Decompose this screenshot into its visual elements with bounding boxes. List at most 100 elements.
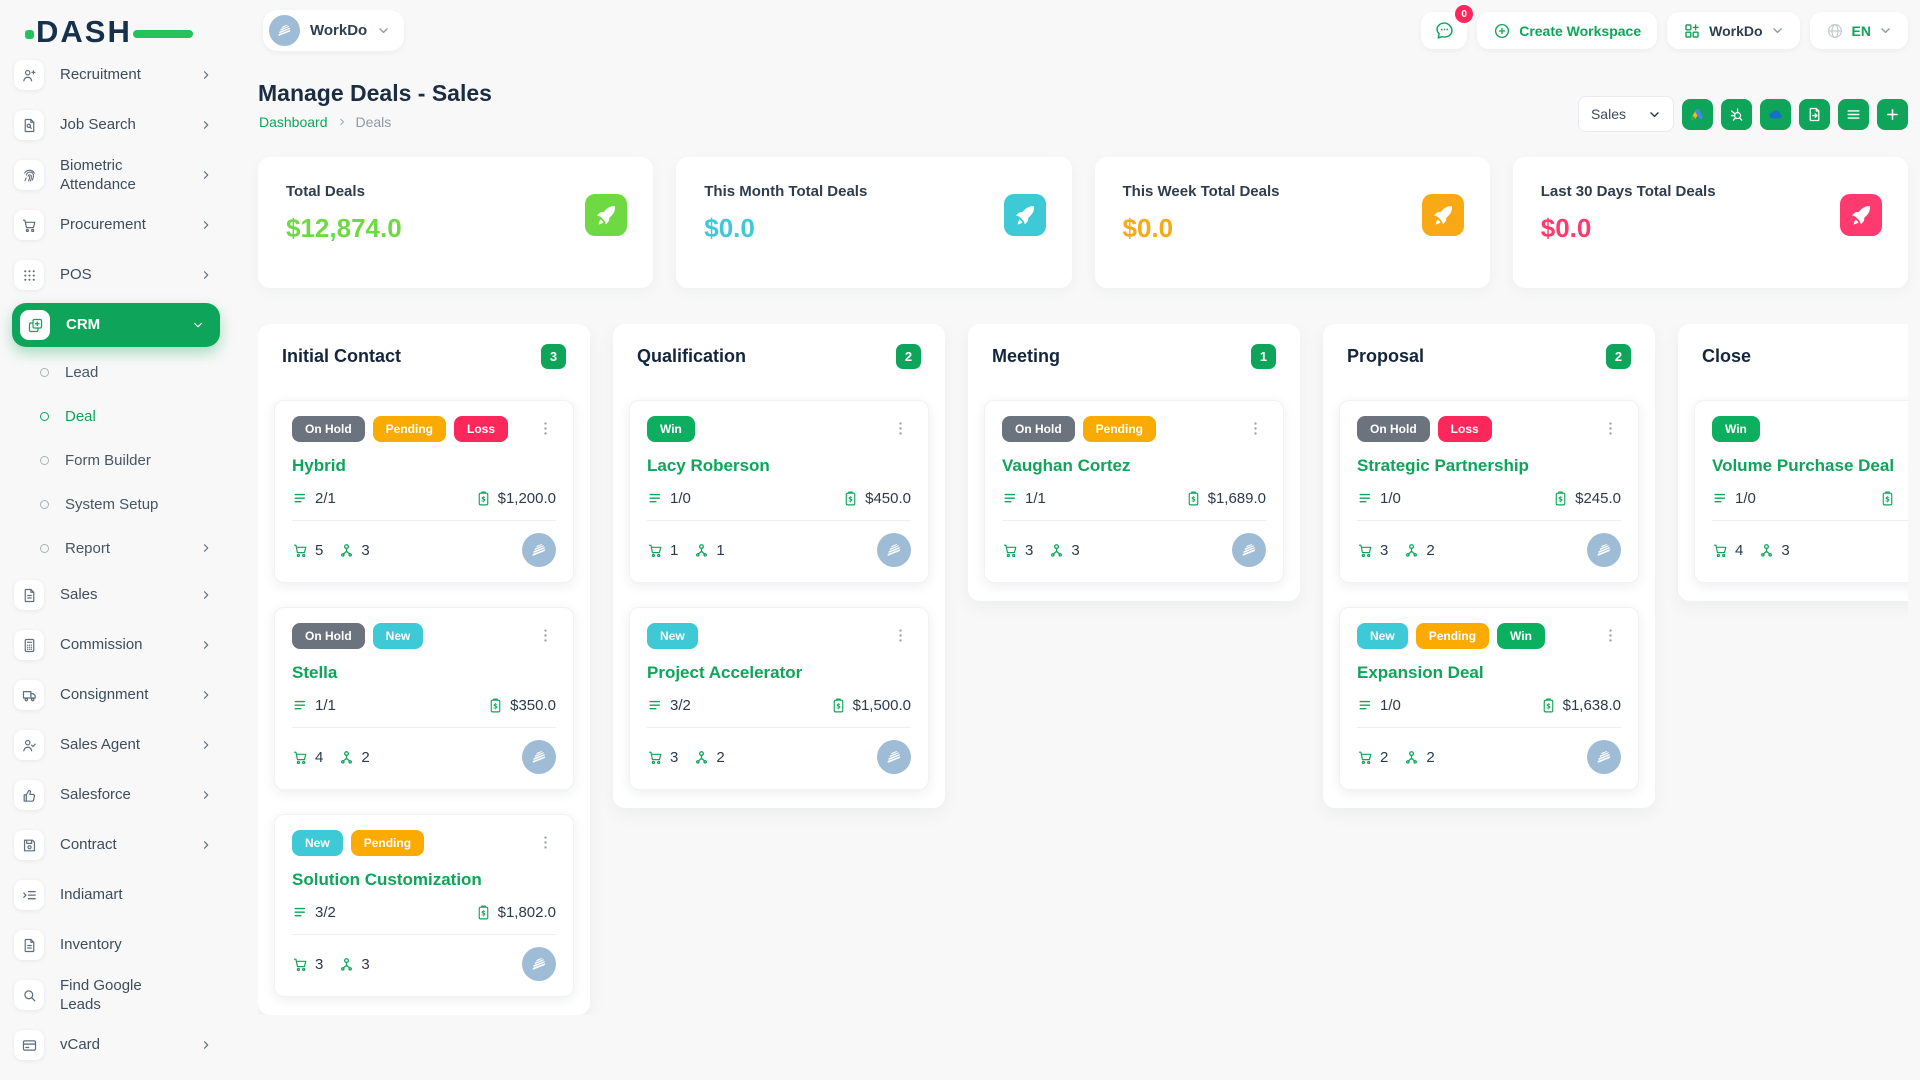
sidebar-item-job-search[interactable]: Job Search [0,100,246,150]
create-workspace-button[interactable]: Create Workspace [1477,12,1658,49]
kebab-menu-button[interactable] [534,830,556,854]
list-arrow-icon [21,887,38,904]
deal-status-badges: Win [647,416,911,442]
deal-card[interactable]: New Pending Solution Customization 3/2 $1,80… [274,814,574,997]
divider [292,520,556,521]
users-metric: 2 [1403,749,1435,766]
bullet-icon [40,455,49,465]
sidebar-item-report[interactable]: Report [0,526,246,570]
kebab-menu-button[interactable] [889,623,911,647]
deal-card[interactable]: On Hold Loss Strategic Partnership 1/0 $245.… [1339,400,1639,583]
column-cards: Win Lacy Roberson 1/0 $450.0 1 1 New Project Ac… [629,400,929,790]
products-count: 4 [1735,541,1744,559]
list-icon [1845,106,1862,123]
amount-metric: $1,200.0 [475,490,556,507]
users-metric: 3 [1048,542,1080,559]
language-button[interactable]: EN [1809,12,1908,49]
status-badge: New [292,830,343,856]
building-icon [884,540,904,560]
sidebar-item-label: Indiamart [60,886,123,904]
users-count: 3 [1781,541,1790,559]
sidebar-item-commission[interactable]: Commission [0,620,246,670]
sidebar-item-lead[interactable]: Lead [0,350,246,394]
deal-card[interactable]: Win Volume Purchase Deal 1/0 4 3 [1694,400,1908,583]
sidebar-item-salesforce[interactable]: Salesforce [0,770,246,820]
chevron-right-icon [200,689,212,701]
sidebar-item-form-builder[interactable]: Form Builder [0,438,246,482]
price-icon [487,697,504,714]
sidebar-item-pos[interactable]: POS [0,250,246,300]
kebab-menu-button[interactable] [534,416,556,440]
kebab-icon [1602,420,1619,437]
cart-icon [292,542,309,559]
column-count-badge: 2 [1606,344,1631,369]
deal-amount: $350.0 [510,697,556,714]
users-metric: 3 [338,956,370,973]
client-avatar [1232,533,1266,567]
kebab-menu-button[interactable] [1599,623,1621,647]
sidebar-item-system-setup[interactable]: System Setup [0,482,246,526]
breadcrumb: Dashboard Deals [259,114,391,130]
sidebar-item-recruitment[interactable]: Recruitment [0,50,246,100]
pipeline-select[interactable]: Sales [1577,96,1674,132]
plus-button[interactable] [1877,98,1908,130]
deal-card[interactable]: On Hold Pending Loss Hybrid 2/1 $1,200.0 5 3 [274,400,574,583]
deal-card[interactable]: On Hold Pending Vaughan Cortez 1/1 $1,689.0 3… [984,400,1284,583]
client-avatar [522,533,556,567]
column-header: Qualification 2 [629,340,929,369]
stat-value: $0.0 [1540,213,1592,243]
tasks-metric: 1/1 [1002,490,1046,507]
file-icon [21,587,38,604]
hubspot-button[interactable] [1721,98,1752,130]
onedrive-button[interactable] [1760,98,1791,130]
sidebar-item-biometric-attendance[interactable]: Biometric Attendance [0,150,246,200]
rocket-icon [1013,203,1037,227]
export-button[interactable] [1799,98,1830,130]
sidebar-item-inventory[interactable]: Inventory [0,920,246,970]
amount-metric: $350.0 [487,697,556,714]
sidebar-item-sales-agent[interactable]: Sales Agent [0,720,246,770]
users-metric: 2 [1403,542,1435,559]
workspace-switcher[interactable]: WorkDo [263,10,405,51]
chevron-down-icon [377,24,390,37]
kebab-menu-button[interactable] [889,416,911,440]
google-ads-button[interactable] [1682,98,1713,130]
deal-card[interactable]: Win Lacy Roberson 1/0 $450.0 1 1 [629,400,929,583]
kebab-menu-button[interactable] [1244,416,1266,440]
sidebar-item-label: Report [65,539,111,557]
products-metric: 3 [292,956,323,973]
sidebar-item-procurement[interactable]: Procurement [0,200,246,250]
tasks-metric: 3/2 [292,904,336,921]
sidebar-item-deal[interactable]: Deal [0,394,246,438]
workdo-menu-button[interactable]: WorkDo [1667,12,1800,49]
divider [1357,727,1621,728]
sidebar-item-indiamart[interactable]: Indiamart [0,870,246,920]
amount-metric: $1,500.0 [830,697,911,714]
deal-card[interactable]: New Project Accelerator 3/2 $1,500.0 3 2 [629,607,929,790]
sidebar-item-vcard[interactable]: vCard [0,1020,246,1070]
kebab-menu-button[interactable] [1599,416,1621,440]
column-name: Meeting [992,346,1061,366]
deal-card[interactable]: New Pending Win Expansion Deal 1/0 $1,638.0 2 2 [1339,607,1639,790]
stat-card-last-30-days-total-deals: Last 30 Days Total Deals $0.0 [1512,157,1908,288]
users-count: 2 [716,748,725,766]
sidebar-item-find-google-leads[interactable]: Find Google Leads [0,970,246,1020]
tasks-icon [292,490,309,507]
deal-card[interactable]: On Hold New Stella 1/1 $350.0 4 2 [274,607,574,790]
save-icon [21,837,38,854]
sidebar-item-contract[interactable]: Contract [0,820,246,870]
sidebar-item-sales[interactable]: Sales [0,570,246,620]
card-icon-tile [14,1030,44,1060]
column-cards: On Hold Pending Loss Hybrid 2/1 $1,200.0 5 3 On … [274,400,574,997]
column-header: Close [1694,340,1908,369]
deal-status-badges: On Hold Pending Loss [292,416,556,442]
list-button[interactable] [1838,98,1869,130]
kebab-menu-button[interactable] [534,623,556,647]
sidebar-item-crm[interactable]: CRM [12,303,220,347]
breadcrumb-dashboard-link[interactable]: Dashboard [259,114,328,130]
tasks-count: 3/2 [315,904,336,921]
client-avatar [522,947,556,981]
messages-button[interactable]: 0 [1421,5,1474,49]
sidebar-item-consignment[interactable]: Consignment [0,670,246,720]
